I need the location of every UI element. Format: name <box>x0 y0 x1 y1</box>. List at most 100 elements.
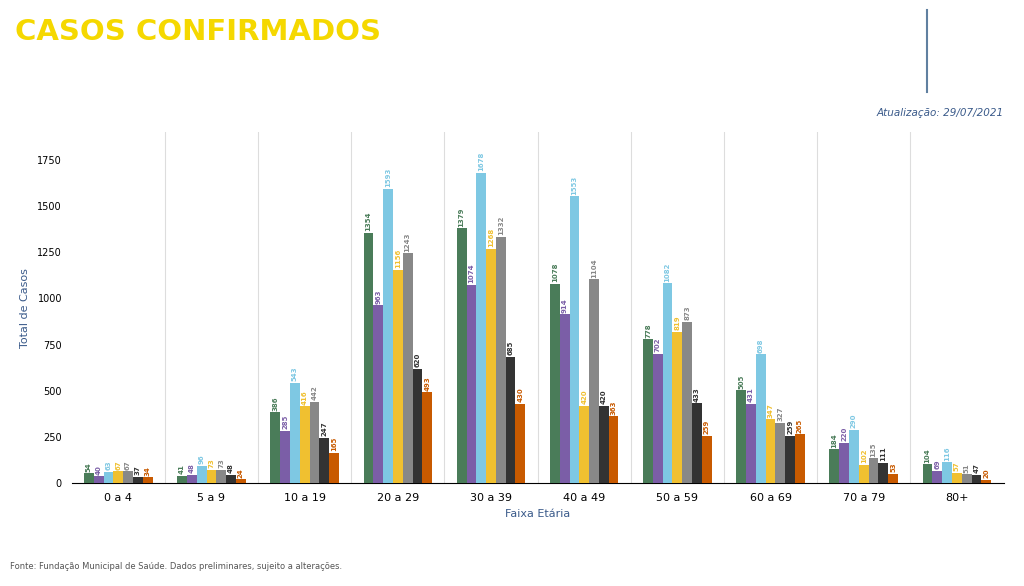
Bar <box>775 423 785 483</box>
Bar <box>888 473 898 483</box>
Bar <box>746 404 756 483</box>
Text: FUNDAÇÃO
MUNICIPAL DE
SAÚDE: FUNDAÇÃO MUNICIPAL DE SAÚDE <box>932 29 1005 60</box>
Bar <box>962 474 972 483</box>
Bar <box>673 332 682 483</box>
Text: 778: 778 <box>645 323 651 338</box>
Text: 442: 442 <box>311 386 317 400</box>
Text: 184: 184 <box>831 433 838 448</box>
Bar <box>981 480 991 483</box>
Text: 963: 963 <box>375 289 381 304</box>
Text: 386: 386 <box>272 396 279 411</box>
Text: 135: 135 <box>870 442 877 457</box>
Bar <box>413 369 422 483</box>
Bar <box>133 476 142 483</box>
Bar <box>187 475 197 483</box>
Bar <box>868 458 879 483</box>
Text: 347: 347 <box>768 403 773 418</box>
Bar <box>942 462 952 483</box>
Bar <box>422 392 432 483</box>
Bar <box>364 233 374 483</box>
Text: 102: 102 <box>861 449 866 463</box>
Text: Fonte: Fundação Municipal de Saúde. Dados preliminares, sujeito a alterações.: Fonte: Fundação Municipal de Saúde. Dado… <box>10 563 342 571</box>
Y-axis label: Total de Casos: Total de Casos <box>19 268 30 347</box>
Text: 37: 37 <box>135 465 141 475</box>
Text: 914: 914 <box>561 298 567 313</box>
Bar <box>785 435 795 483</box>
Bar <box>840 443 849 483</box>
Text: 420: 420 <box>582 390 587 404</box>
Text: 1268: 1268 <box>488 228 494 247</box>
Bar <box>114 471 123 483</box>
Bar <box>923 464 933 483</box>
Text: 290: 290 <box>851 414 857 428</box>
Bar <box>569 196 580 483</box>
Bar <box>309 401 319 483</box>
Text: Comparativo por FAIXA ETÁRIA e MÊS: Comparativo por FAIXA ETÁRIA e MÊS <box>15 71 264 86</box>
Text: 363: 363 <box>610 400 616 415</box>
Bar <box>560 314 569 483</box>
Bar <box>933 471 942 483</box>
Text: 73: 73 <box>218 459 224 468</box>
Text: 819: 819 <box>675 316 680 331</box>
Text: 1104: 1104 <box>591 258 597 278</box>
Bar <box>829 449 840 483</box>
Text: CASOS CONFIRMADOS: CASOS CONFIRMADOS <box>15 19 381 46</box>
Text: 1354: 1354 <box>366 212 372 231</box>
Text: 416: 416 <box>302 390 307 405</box>
Bar <box>177 476 187 483</box>
Text: 1074: 1074 <box>468 264 474 283</box>
Text: 67: 67 <box>125 460 131 469</box>
Text: 431: 431 <box>748 387 754 402</box>
Text: 620: 620 <box>415 353 421 367</box>
Text: 111: 111 <box>881 447 887 461</box>
Bar <box>682 322 692 483</box>
Bar <box>701 435 712 483</box>
Bar <box>402 253 413 483</box>
Bar <box>766 419 775 483</box>
Bar <box>84 473 94 483</box>
Text: 259: 259 <box>787 420 794 434</box>
Bar <box>653 353 663 483</box>
Bar <box>319 438 329 483</box>
Text: 40: 40 <box>95 465 101 475</box>
Text: 47: 47 <box>974 464 980 473</box>
Text: 1082: 1082 <box>665 263 671 282</box>
Text: 420: 420 <box>601 390 607 404</box>
Bar <box>849 430 859 483</box>
Text: 873: 873 <box>684 306 690 321</box>
Bar <box>486 249 496 483</box>
Bar <box>476 173 486 483</box>
Text: 69: 69 <box>934 459 940 469</box>
Bar <box>643 339 653 483</box>
Text: 493: 493 <box>424 376 430 391</box>
Text: 698: 698 <box>758 338 764 353</box>
Text: 116: 116 <box>944 446 950 461</box>
Bar <box>515 404 525 483</box>
Bar <box>290 383 300 483</box>
Bar <box>142 477 153 483</box>
Text: 285: 285 <box>282 415 288 429</box>
Text: 96: 96 <box>199 455 205 464</box>
Text: 702: 702 <box>654 338 660 352</box>
Text: 259: 259 <box>703 420 710 434</box>
Text: 104: 104 <box>925 448 931 463</box>
Text: 51: 51 <box>964 463 970 472</box>
Bar <box>216 470 226 483</box>
Bar <box>103 472 114 483</box>
Text: 54: 54 <box>86 462 92 472</box>
Text: Atualização: 29/07/2021: Atualização: 29/07/2021 <box>877 108 1004 118</box>
Bar <box>859 465 868 483</box>
Text: 48: 48 <box>228 463 234 473</box>
Text: 48: 48 <box>188 463 195 473</box>
Bar <box>329 453 339 483</box>
Bar <box>506 357 515 483</box>
X-axis label: Faixa Etária: Faixa Etária <box>505 509 570 519</box>
Text: 57: 57 <box>954 462 959 471</box>
Bar <box>972 475 981 483</box>
Bar <box>383 189 393 483</box>
Text: 63: 63 <box>105 461 112 471</box>
Bar <box>692 403 701 483</box>
Text: 220: 220 <box>841 427 847 441</box>
Bar <box>374 305 383 483</box>
Bar <box>197 466 207 483</box>
